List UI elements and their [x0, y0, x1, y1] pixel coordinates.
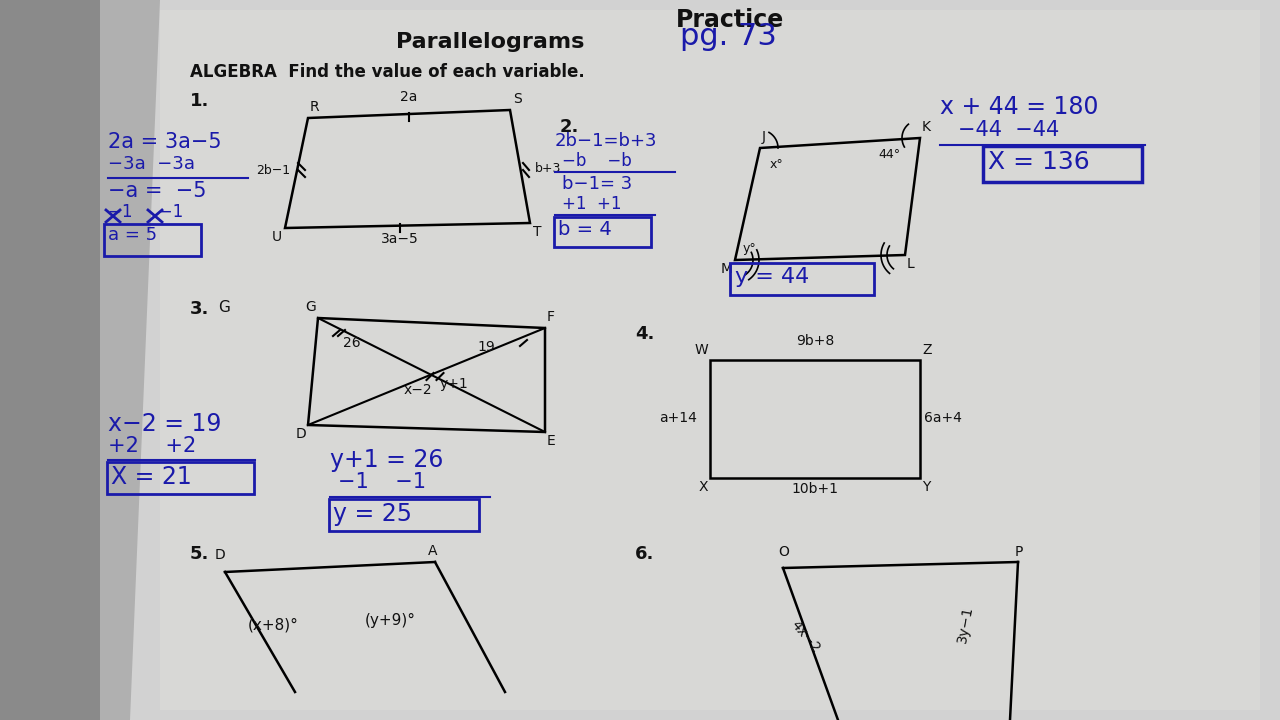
Text: X: X	[699, 480, 708, 494]
Text: X = 136: X = 136	[988, 150, 1089, 174]
Text: Z: Z	[922, 343, 932, 357]
Text: a+14: a+14	[659, 411, 698, 425]
Text: +1  +1: +1 +1	[562, 195, 622, 213]
Text: D: D	[296, 427, 306, 441]
Text: pg. 73: pg. 73	[680, 22, 777, 51]
Text: 10b+1: 10b+1	[791, 482, 838, 496]
Text: G: G	[218, 300, 230, 315]
Text: 3y−1: 3y−1	[955, 605, 975, 644]
Text: G: G	[305, 300, 316, 314]
Text: y = 25: y = 25	[333, 502, 412, 526]
Text: 44°: 44°	[878, 148, 900, 161]
Text: U: U	[271, 230, 282, 244]
Text: x + 44 = 180: x + 44 = 180	[940, 95, 1098, 119]
Text: 2.: 2.	[559, 118, 580, 136]
Text: X = 21: X = 21	[111, 465, 192, 489]
Text: a = 5: a = 5	[108, 226, 157, 244]
Text: O: O	[778, 545, 788, 559]
Text: ALGEBRA  Find the value of each variable.: ALGEBRA Find the value of each variable.	[189, 63, 585, 81]
Text: 3a−5: 3a−5	[381, 232, 419, 246]
Text: M: M	[721, 262, 733, 276]
Text: Practice: Practice	[676, 8, 785, 32]
Text: −44  −44: −44 −44	[957, 120, 1060, 140]
Text: b = 4: b = 4	[558, 220, 612, 239]
Text: −1    −1: −1 −1	[338, 472, 426, 492]
Text: 6a+4: 6a+4	[924, 411, 961, 425]
Text: +2    +2: +2 +2	[108, 436, 196, 456]
Text: 6.: 6.	[635, 545, 654, 563]
Text: L: L	[908, 257, 915, 271]
Text: 2b−1: 2b−1	[256, 163, 291, 176]
Text: 4x−2: 4x−2	[788, 618, 823, 656]
Text: −a =  −5: −a = −5	[108, 181, 206, 201]
Polygon shape	[100, 0, 1280, 720]
Text: −1     −1: −1 −1	[108, 203, 183, 221]
Text: T: T	[532, 225, 541, 239]
Text: (y+9)°: (y+9)°	[365, 613, 416, 628]
Text: y = 44: y = 44	[735, 267, 809, 287]
Text: y+1: y+1	[439, 377, 468, 391]
Text: 1.: 1.	[189, 92, 210, 110]
Text: 19: 19	[477, 340, 495, 354]
Text: 4.: 4.	[635, 325, 654, 343]
Text: 2a: 2a	[401, 90, 417, 104]
Text: Y: Y	[922, 480, 931, 494]
Text: b−1= 3: b−1= 3	[562, 175, 632, 193]
Text: 3.: 3.	[189, 300, 210, 318]
Text: 2a = 3a−5: 2a = 3a−5	[108, 132, 221, 152]
Text: J: J	[762, 130, 765, 144]
Text: A: A	[428, 544, 438, 558]
Text: R: R	[310, 100, 320, 114]
Text: b+3: b+3	[535, 161, 562, 174]
Text: y+1 = 26: y+1 = 26	[330, 448, 443, 472]
Text: 5.: 5.	[189, 545, 210, 563]
Polygon shape	[0, 0, 131, 720]
Text: S: S	[513, 92, 522, 106]
Text: (x+8)°: (x+8)°	[248, 618, 298, 633]
Text: 2b−1=b+3: 2b−1=b+3	[556, 132, 658, 150]
Text: D: D	[215, 548, 225, 562]
Text: P: P	[1015, 545, 1024, 559]
Text: F: F	[547, 310, 556, 324]
Polygon shape	[100, 0, 160, 720]
Text: −b    −b: −b −b	[562, 152, 632, 170]
Text: y°: y°	[742, 242, 756, 255]
Text: x−2: x−2	[403, 383, 433, 397]
Text: Parallelograms: Parallelograms	[396, 32, 584, 52]
Text: x°: x°	[771, 158, 783, 171]
Text: K: K	[922, 120, 931, 134]
Text: W: W	[694, 343, 708, 357]
Text: 9b+8: 9b+8	[796, 334, 835, 348]
Text: E: E	[547, 434, 556, 448]
Text: −3a  −3a: −3a −3a	[108, 155, 195, 173]
Text: x−2 = 19: x−2 = 19	[108, 412, 221, 436]
Text: 26: 26	[343, 336, 361, 350]
FancyBboxPatch shape	[160, 10, 1260, 710]
